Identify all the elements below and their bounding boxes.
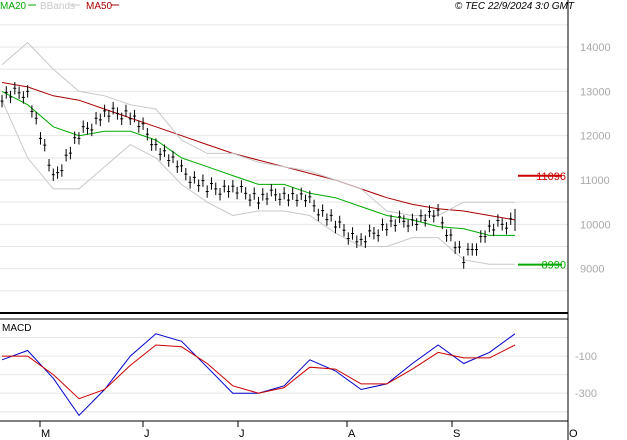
x-tick-label: J xyxy=(239,428,245,440)
legend-label-ma20: MA20 xyxy=(0,1,27,12)
macd-y-tick-label: -300 xyxy=(575,388,597,400)
price-y-tick-label: 10000 xyxy=(580,219,611,231)
x-tick-label: M xyxy=(41,428,50,440)
copyright-text: © TEC 22/9/2024 3:0 GMT xyxy=(455,1,575,12)
macd-y-tick-label: -100 xyxy=(575,351,597,363)
price-grid: 14000 13000 12000 11000 10000 9000 xyxy=(0,24,611,292)
price-y-tick-label: 9000 xyxy=(580,264,604,276)
level-label: 8990 xyxy=(542,260,566,272)
price-levels-group: 11096 8990 xyxy=(518,171,566,272)
level-label: 11096 xyxy=(536,171,566,183)
legend-label-ma50: MA50 xyxy=(86,1,113,12)
x-tick-label: S xyxy=(453,428,460,440)
x-tick-label: O xyxy=(569,428,578,440)
series-line-signal xyxy=(2,344,516,400)
x-tick-label: A xyxy=(348,428,356,440)
legend-label-bbands: BBands xyxy=(40,1,75,12)
macd-series-group xyxy=(1,333,516,417)
legend: MA20 BBands MA50 xyxy=(0,1,119,12)
price-y-tick-label: 11000 xyxy=(580,175,610,187)
macd-grid: -100 -300 xyxy=(0,337,597,413)
macd-panel-title: MACD xyxy=(2,323,31,334)
price-y-tick-label: 14000 xyxy=(580,42,611,54)
price-y-tick-label: 13000 xyxy=(580,86,611,98)
price-y-tick-label: 12000 xyxy=(580,131,611,143)
x-tick-label: J xyxy=(144,428,150,440)
price-series-group xyxy=(0,41,516,269)
series-line-bbands-lower xyxy=(1,99,515,265)
